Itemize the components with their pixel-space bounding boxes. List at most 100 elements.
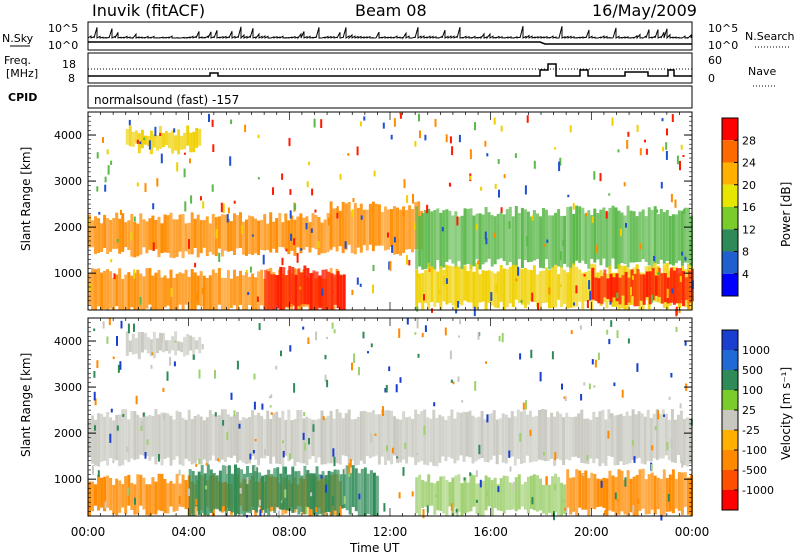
data-band-2 bbox=[258, 472, 262, 508]
data-band-5 bbox=[469, 264, 473, 303]
data-band-2 bbox=[300, 475, 304, 513]
data-band-5 bbox=[566, 272, 570, 309]
data-band-6 bbox=[600, 276, 604, 305]
data-band-1 bbox=[353, 203, 357, 255]
data-band-7 bbox=[192, 131, 196, 153]
data-band-1 bbox=[350, 211, 354, 254]
scatter-point bbox=[289, 345, 292, 352]
data-band-2 bbox=[641, 209, 645, 260]
data-band-5 bbox=[128, 340, 132, 352]
scatter-point bbox=[561, 383, 563, 390]
scatter-point bbox=[277, 510, 280, 519]
scatter-point bbox=[591, 216, 594, 223]
data-band-2 bbox=[230, 473, 234, 513]
data-band-5 bbox=[499, 265, 503, 302]
colorbar-tick-label: 12 bbox=[742, 223, 756, 236]
data-band-4 bbox=[662, 469, 666, 515]
data-band-0 bbox=[169, 212, 173, 258]
data-band-5 bbox=[529, 270, 533, 302]
data-band-2 bbox=[303, 465, 307, 515]
data-band-0 bbox=[332, 418, 336, 463]
data-band-0 bbox=[121, 409, 125, 466]
data-band-6 bbox=[594, 277, 598, 301]
data-band-5 bbox=[523, 267, 527, 309]
data-band-4 bbox=[584, 470, 588, 510]
scatter-point bbox=[625, 223, 627, 228]
x-tick-label: 20:00 bbox=[574, 525, 609, 539]
data-band-0 bbox=[489, 413, 493, 460]
data-band-2 bbox=[454, 211, 458, 269]
data-band-3 bbox=[233, 269, 236, 306]
data-band-3 bbox=[511, 483, 515, 510]
data-band-3 bbox=[532, 474, 536, 511]
data-band-5 bbox=[539, 271, 542, 310]
scatter-point bbox=[104, 184, 107, 192]
scatter-point bbox=[302, 432, 305, 440]
data-band-4 bbox=[312, 270, 316, 310]
data-band-4 bbox=[282, 267, 286, 310]
data-band-5 bbox=[189, 335, 193, 351]
data-band-3 bbox=[499, 478, 503, 511]
data-band-0 bbox=[559, 413, 563, 461]
data-band-2 bbox=[514, 206, 518, 267]
scatter-point bbox=[214, 369, 216, 379]
data-band-2 bbox=[342, 469, 346, 508]
data-band-0 bbox=[239, 212, 242, 248]
scatter-point bbox=[631, 440, 634, 446]
scatter-point bbox=[249, 453, 252, 460]
scatter-point bbox=[130, 232, 133, 241]
data-band-5 bbox=[511, 264, 515, 308]
colorbar-tick-label: -1000 bbox=[742, 484, 774, 497]
scatter-point bbox=[596, 244, 599, 254]
scatter-point bbox=[616, 292, 619, 299]
x-tick-label: 04:00 bbox=[171, 525, 206, 539]
data-band-0 bbox=[184, 223, 188, 252]
data-band-2 bbox=[575, 205, 579, 261]
scatter-point bbox=[650, 464, 653, 472]
data-band-4 bbox=[333, 274, 337, 305]
scatter-point bbox=[500, 125, 503, 132]
data-band-0 bbox=[223, 409, 227, 462]
scatter-point bbox=[413, 222, 416, 230]
scatter-point bbox=[623, 182, 626, 187]
data-band-5 bbox=[584, 271, 588, 302]
data-band-2 bbox=[360, 468, 364, 516]
scatter-point bbox=[146, 439, 149, 445]
data-band-0 bbox=[112, 420, 116, 460]
scatter-point bbox=[195, 498, 198, 506]
data-band-0 bbox=[184, 419, 188, 459]
scatter-point bbox=[192, 354, 195, 360]
scatter-point bbox=[416, 318, 419, 329]
scatter-point bbox=[458, 134, 461, 143]
scatter-point bbox=[107, 165, 110, 175]
scatter-point bbox=[170, 288, 173, 297]
scatter-point bbox=[408, 259, 411, 266]
data-band-0 bbox=[91, 415, 94, 464]
data-band-0 bbox=[598, 411, 602, 467]
data-band-3 bbox=[217, 268, 221, 305]
data-band-0 bbox=[311, 213, 315, 248]
scatter-point bbox=[614, 492, 617, 500]
scatter-point bbox=[388, 261, 391, 270]
scatter-point bbox=[551, 351, 554, 360]
scatter-point bbox=[404, 442, 407, 449]
scatter-point bbox=[665, 151, 668, 160]
data-band-1 bbox=[151, 477, 155, 515]
data-band-3 bbox=[239, 270, 242, 305]
data-band-1 bbox=[157, 473, 161, 511]
data-band-2 bbox=[206, 464, 210, 516]
data-band-2 bbox=[472, 215, 476, 267]
data-band-4 bbox=[264, 270, 268, 310]
data-band-1 bbox=[402, 206, 406, 253]
data-band-0 bbox=[305, 416, 309, 466]
data-band-4 bbox=[638, 469, 642, 511]
scatter-point bbox=[306, 181, 309, 188]
data-band-0 bbox=[510, 411, 514, 457]
data-band-0 bbox=[438, 414, 442, 463]
data-band-0 bbox=[145, 416, 149, 456]
data-band-3 bbox=[248, 276, 252, 306]
scatter-point bbox=[398, 492, 401, 499]
scatter-point bbox=[442, 276, 445, 286]
data-band-7 bbox=[134, 130, 138, 144]
freq-label: Freq. bbox=[4, 54, 31, 67]
